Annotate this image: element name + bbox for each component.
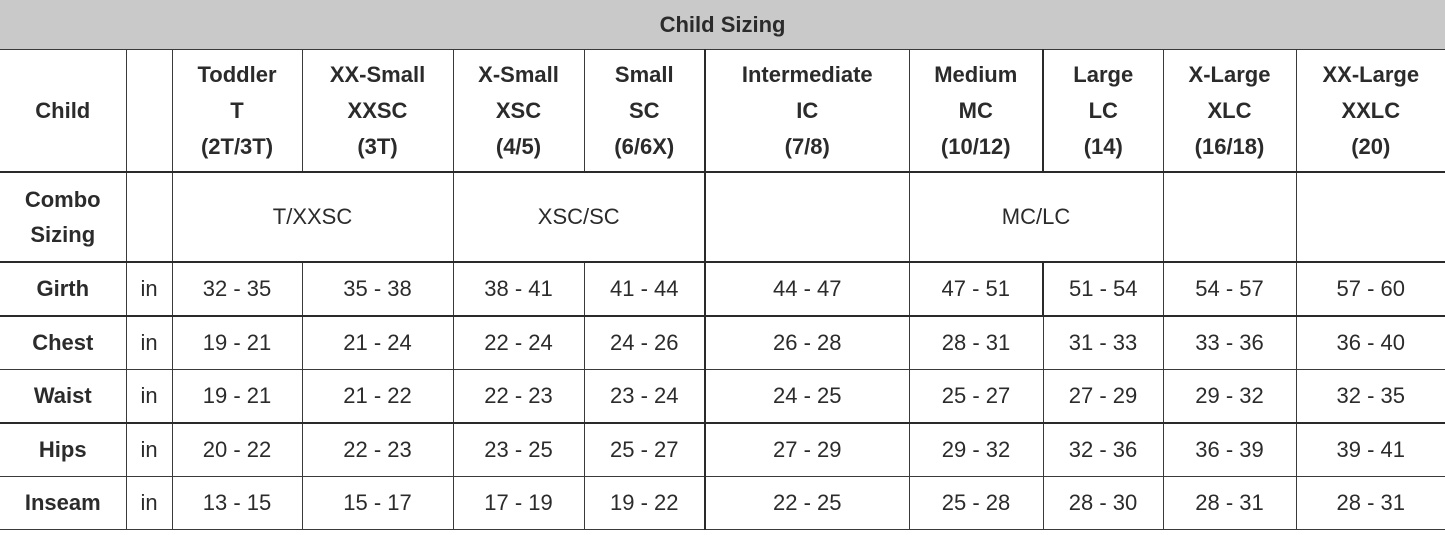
table-cell: 32 - 36 [1042, 422, 1164, 477]
table-cell: 13 - 15 [171, 476, 303, 530]
table-row-chest: Chest in 19 - 21 21 - 24 22 - 24 24 - 26… [0, 315, 1445, 370]
table-cell: 26 - 28 [704, 315, 910, 370]
table-cell: 20 - 22 [171, 422, 303, 477]
size-header-intermediate: Intermediate IC (7/8) [704, 49, 910, 173]
table-cell: 32 - 35 [171, 261, 303, 317]
table-row-hips: Hips in 20 - 22 22 - 23 23 - 25 25 - 27 … [0, 422, 1445, 477]
table-cell: 57 - 60 [1295, 261, 1445, 317]
table-cell: 29 - 32 [1162, 369, 1297, 424]
table-cell: 23 - 24 [583, 369, 706, 424]
corner-header: Child [0, 49, 127, 173]
size-header-xx-small: XX-Small XXSC (3T) [301, 49, 454, 173]
table-cell: 19 - 21 [171, 315, 303, 370]
table-cell: 25 - 27 [583, 422, 706, 477]
table-cell: 22 - 23 [301, 422, 454, 477]
table-cell: 28 - 31 [908, 315, 1044, 370]
unit-cell: in [125, 422, 173, 477]
unit-cell: in [125, 369, 173, 424]
table-title: Child Sizing [0, 0, 1445, 50]
table-cell: 24 - 25 [704, 369, 910, 424]
table-cell: 22 - 25 [704, 476, 910, 530]
combo-group-intermediate [704, 171, 910, 263]
size-header-row: Child Toddler T (2T/3T) XX-Small XXSC (3T) X… [0, 49, 1445, 173]
table-row-girth: Girth in 32 - 35 35 - 38 38 - 41 41 - 44… [0, 261, 1445, 317]
table-cell: 24 - 26 [583, 315, 706, 370]
size-header-x-small: X-Small XSC (4/5) [452, 49, 585, 173]
table-cell: 15 - 17 [301, 476, 454, 530]
table-cell: 44 - 47 [704, 261, 910, 317]
combo-group-xsc-sc: XSC/SC [452, 171, 706, 263]
row-label: Girth [0, 261, 127, 317]
table-cell: 25 - 28 [908, 476, 1044, 530]
row-label: Hips [0, 422, 127, 477]
row-label: Waist [0, 369, 127, 424]
table-cell: 28 - 31 [1295, 476, 1445, 530]
table-row-waist: Waist in 19 - 21 21 - 22 22 - 23 23 - 24… [0, 369, 1445, 424]
table-cell: 27 - 29 [704, 422, 910, 477]
table-row-inseam: Inseam in 13 - 15 15 - 17 17 - 19 19 - 2… [0, 476, 1445, 530]
table-cell: 22 - 24 [452, 315, 585, 370]
unit-cell: in [125, 261, 173, 317]
combo-sizing-row: Combo Sizing T/XXSC XSC/SC MC/LC [0, 171, 1445, 263]
table-cell: 28 - 31 [1162, 476, 1297, 530]
table-cell: 54 - 57 [1162, 261, 1297, 317]
table-cell: 32 - 35 [1295, 369, 1445, 424]
size-header-xx-large: XX-Large XXLC (20) [1295, 49, 1445, 173]
size-header-medium: Medium MC (10/12) [908, 49, 1044, 173]
unit-header [125, 49, 173, 173]
table-cell: 28 - 30 [1042, 476, 1164, 530]
table-cell: 39 - 41 [1295, 422, 1445, 477]
size-header-small: Small SC (6/6X) [583, 49, 706, 173]
size-header-x-large: X-Large XLC (16/18) [1162, 49, 1297, 173]
combo-group-t-xxsc: T/XXSC [171, 171, 454, 263]
table-cell: 41 - 44 [583, 261, 706, 317]
table-cell: 23 - 25 [452, 422, 585, 477]
unit-cell: in [125, 315, 173, 370]
size-header-toddler: Toddler T (2T/3T) [171, 49, 303, 173]
table-cell: 21 - 22 [301, 369, 454, 424]
table-cell: 19 - 21 [171, 369, 303, 424]
table-cell: 21 - 24 [301, 315, 454, 370]
table-cell: 25 - 27 [908, 369, 1044, 424]
combo-unit-cell [125, 171, 173, 263]
combo-sizing-label: Combo Sizing [0, 171, 127, 263]
table-cell: 29 - 32 [908, 422, 1044, 477]
table-cell: 19 - 22 [583, 476, 706, 530]
table-cell: 17 - 19 [452, 476, 585, 530]
table-cell: 47 - 51 [908, 261, 1044, 317]
combo-group-xx-large [1295, 171, 1445, 263]
table-cell: 38 - 41 [452, 261, 585, 317]
table-cell: 35 - 38 [301, 261, 454, 317]
unit-cell: in [125, 476, 173, 530]
combo-group-mc-lc: MC/LC [908, 171, 1164, 263]
size-header-large: Large LC (14) [1042, 49, 1164, 173]
table-cell: 36 - 40 [1295, 315, 1445, 370]
table-cell: 51 - 54 [1042, 261, 1164, 317]
table-cell: 31 - 33 [1042, 315, 1164, 370]
table-cell: 27 - 29 [1042, 369, 1164, 424]
row-label: Inseam [0, 476, 127, 530]
table-cell: 22 - 23 [452, 369, 585, 424]
row-label: Chest [0, 315, 127, 370]
table-cell: 33 - 36 [1162, 315, 1297, 370]
table-cell: 36 - 39 [1162, 422, 1297, 477]
combo-group-x-large [1162, 171, 1297, 263]
